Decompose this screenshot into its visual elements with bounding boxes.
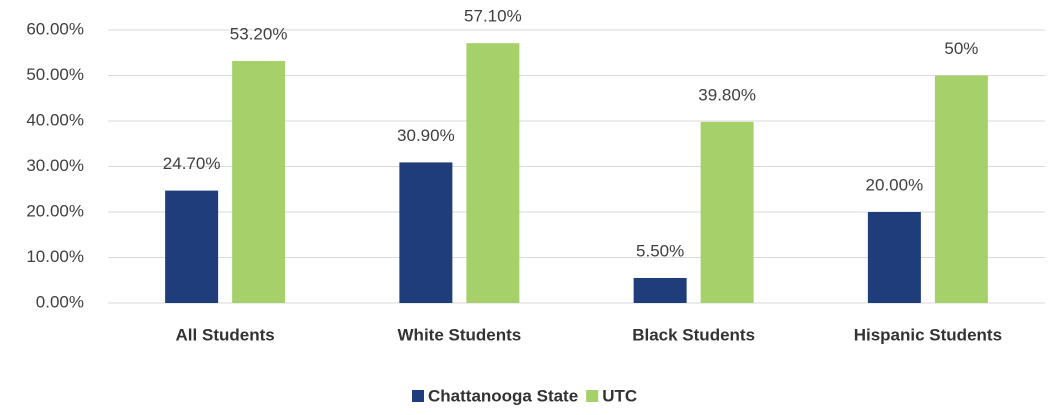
y-tick-label: 60.00% [26, 19, 84, 38]
x-tick-label: Hispanic Students [854, 325, 1002, 344]
value-label: 57.10% [464, 7, 522, 26]
value-label: 5.50% [636, 241, 684, 260]
legend-label: Chattanooga State [428, 386, 578, 405]
y-tick-label: 30.00% [26, 156, 84, 175]
y-tick-label: 20.00% [26, 201, 84, 220]
x-tick-label: Black Students [632, 325, 755, 344]
legend-swatch [412, 390, 424, 402]
y-tick-label: 40.00% [26, 110, 84, 129]
bar [165, 190, 219, 303]
x-tick-label: All Students [176, 325, 275, 344]
value-label: 53.20% [230, 24, 288, 43]
value-label: 30.90% [397, 126, 455, 145]
bar [399, 162, 453, 303]
bar [633, 277, 687, 303]
bar [700, 121, 754, 303]
value-label: 20.00% [866, 175, 924, 194]
bar [466, 43, 520, 303]
value-label: 39.80% [698, 85, 756, 104]
bar [934, 75, 988, 303]
bar [232, 60, 286, 303]
y-tick-label: 10.00% [26, 247, 84, 266]
legend-label: UTC [602, 386, 637, 405]
bar [867, 212, 921, 303]
y-tick-label: 0.00% [36, 292, 84, 311]
y-tick-label: 50.00% [26, 65, 84, 84]
x-tick-label: White Students [398, 325, 522, 344]
value-label: 50% [944, 39, 978, 58]
value-label: 24.70% [163, 154, 221, 173]
legend-swatch [586, 390, 599, 402]
